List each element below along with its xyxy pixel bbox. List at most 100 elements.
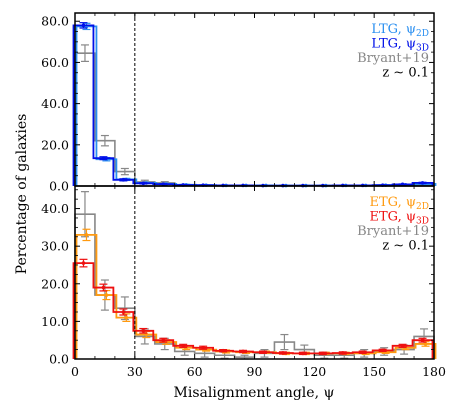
errorbar-ltg-3d [119, 178, 128, 182]
errorbar-etg-3d [239, 349, 248, 354]
errorbar-etg-3d [338, 351, 347, 355]
data-point [181, 344, 185, 348]
legend-entry: z ∼ 0.1 [382, 239, 429, 254]
errorbar-bryant-19 [120, 296, 129, 321]
y-tick-label: 10.0 [41, 314, 69, 329]
errorbar-etg-3d [99, 283, 108, 292]
x-tick-label: 90 [247, 364, 263, 379]
data-point [141, 328, 146, 333]
data-point [141, 181, 146, 186]
errorbar-ltg-3d [418, 181, 427, 185]
data-point [161, 338, 166, 342]
legend-entry-text: ETG, ψ [370, 210, 417, 225]
y-tick-label: 40.0 [41, 201, 69, 216]
errorbar-etg-3d [318, 351, 327, 356]
data-point [104, 293, 109, 297]
errorbar-etg-3d [398, 343, 407, 348]
data-point [420, 338, 425, 342]
legend-entry: LTG, ψ2D [371, 22, 429, 39]
errorbar-etg-3d [378, 348, 387, 353]
data-point [121, 310, 126, 314]
errorbar-bryant-19 [120, 167, 129, 176]
legend-entry: ETG, ψ3D [370, 210, 430, 227]
errorbar-ltg-3d [139, 181, 148, 186]
x-tick-label: 30 [127, 364, 143, 379]
data-point [121, 178, 126, 182]
errorbar-ltg-3d [159, 182, 168, 186]
histogram-step-etg-3d [72, 262, 434, 359]
data-point [124, 315, 129, 320]
histogram-step-bryant-19 [74, 52, 435, 187]
legend-entry: LTG, ψ3D [371, 37, 429, 54]
x-axis-label: Misalignment angle, ψ [174, 385, 335, 401]
legend-entry: Bryant+19 [357, 224, 429, 239]
data-point [261, 350, 265, 355]
errorbar-etg-3d [199, 345, 208, 350]
series-etg-3d [72, 258, 434, 359]
data-point [81, 261, 86, 265]
x-tick-label: 180 [422, 364, 446, 379]
data-point [101, 156, 106, 160]
x-tick-label: 0 [71, 364, 79, 379]
errorbar-etg-3d [159, 337, 168, 343]
data-point [101, 285, 106, 290]
errorbar-etg-3d [298, 351, 307, 356]
data-point [84, 233, 89, 237]
y-tick-label: 20.0 [41, 137, 69, 152]
errorbar-etg-3d [119, 308, 128, 316]
data-point [420, 181, 425, 185]
series-bryant-19 [74, 44, 435, 187]
data-point [340, 351, 345, 355]
legend-entry-text: z ∼ 0.1 [382, 66, 429, 81]
errorbar-etg-3d [139, 327, 148, 334]
errorbar-ltg-3d [79, 22, 88, 29]
data-point [321, 351, 325, 356]
errorbar-etg-3d [219, 348, 228, 353]
data-point [360, 350, 365, 355]
legend-entry-text: LTG, ψ [371, 37, 416, 52]
y-tick-label: 40.0 [41, 96, 69, 111]
legend-entry-text: LTG, ψ [371, 22, 416, 37]
legend-entry-subscript: 2D [416, 29, 429, 39]
legend-entry-text: Bryant+19 [357, 51, 429, 66]
y-tick-label: 60.0 [41, 55, 69, 70]
x-tick-label: 120 [302, 364, 326, 379]
y-axis-label: Percentage of galaxies [14, 114, 30, 275]
data-point [400, 344, 405, 348]
data-point [301, 351, 305, 356]
errorbar-etg-3d [258, 350, 267, 355]
errorbar-etg-3d [358, 350, 367, 355]
legend-entry: Bryant+19 [357, 51, 429, 66]
data-point [144, 332, 149, 337]
legend-entry-subscript: 2D [416, 202, 429, 212]
data-point [281, 351, 285, 355]
bottom-panel-etg: 0.0 10.0 20.0 30.0 40.0 0 30 60 90 120 150 180 ETG, … [41, 185, 446, 379]
x-tick-label: 150 [362, 364, 386, 379]
legend-entry-text: Bryant+19 [357, 224, 429, 239]
legend-entry: ETG, ψ2D [370, 195, 430, 212]
legend-entry: z ∼ 0.1 [382, 66, 429, 81]
legend-entry-subscript: 3D [416, 44, 429, 54]
data-point [241, 349, 245, 354]
errorbar-ltg-3d [99, 156, 108, 161]
errorbar-etg-3d [179, 343, 188, 348]
data-point [221, 348, 225, 353]
errorbar-etg-3d [278, 351, 287, 355]
errorbar-bryant-19 [80, 44, 89, 62]
y-tick-label: 0.0 [49, 352, 69, 367]
y-tick-label: 30.0 [41, 239, 69, 254]
data-point [81, 23, 86, 28]
y-tick-label: 0.0 [49, 179, 69, 194]
legend-entry-subscript: 3D [416, 217, 429, 227]
legend-entry-text: z ∼ 0.1 [382, 239, 429, 254]
data-point [201, 345, 205, 350]
errorbar-bryant-19 [100, 134, 109, 147]
x-tick-label: 60 [187, 364, 203, 379]
errorbar-etg-3d [418, 337, 427, 343]
errorbar-etg-2d [82, 228, 91, 242]
y-tick-label: 80.0 [41, 14, 69, 29]
errorbar-bryant-19 [280, 333, 289, 351]
histogram-step-etg-2d [75, 233, 437, 359]
data-point [161, 182, 166, 186]
